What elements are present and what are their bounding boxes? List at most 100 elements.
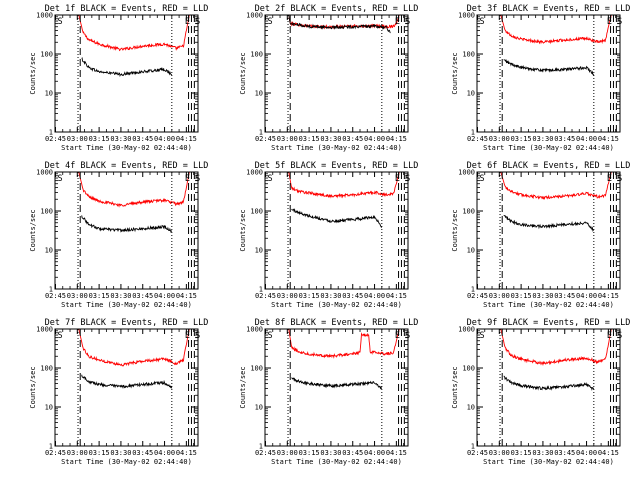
x-tick-label: 04:00 <box>364 135 385 143</box>
panel-title: Det 1f BLACK = Events, RED = LLD <box>45 4 209 14</box>
y-tick-label: 1 <box>259 129 263 137</box>
events-series-line <box>81 215 173 234</box>
plot-frame <box>264 171 409 290</box>
x-tick-label: 03:15 <box>89 135 110 143</box>
lld-series-line <box>78 171 190 208</box>
events-series-line <box>291 208 383 229</box>
events-series-line <box>291 377 382 390</box>
x-tick-label: 03:45 <box>132 135 153 143</box>
x-axis-label: Start Time (30-May-02 02:44:40) <box>61 458 192 466</box>
y-tick-label: 10 <box>255 247 263 255</box>
plot-frame <box>476 328 621 447</box>
interval-marker-label: S <box>479 17 484 27</box>
x-axis-label: Start Time (30-May-02 02:44:40) <box>271 144 402 152</box>
x-tick-label: 03:00 <box>67 135 88 143</box>
x-tick-label: 03:30 <box>532 292 553 300</box>
x-tick-label: 04:15 <box>176 135 197 143</box>
x-tick-label: 03:30 <box>110 292 131 300</box>
x-tick-label: 03:00 <box>67 292 88 300</box>
x-axis-label: Start Time (30-May-02 02:44:40) <box>61 144 192 152</box>
y-tick-label: 1 <box>471 286 475 294</box>
x-tick-label: 04:00 <box>154 449 175 457</box>
interval-marker-label: E <box>185 174 190 184</box>
x-axis-label: Start Time (30-May-02 02:44:40) <box>271 458 402 466</box>
x-tick-label: 03:15 <box>511 135 532 143</box>
x-tick-label: 03:00 <box>67 449 88 457</box>
x-tick-label: 04:15 <box>598 449 619 457</box>
events-series-line <box>288 14 391 34</box>
interval-marker-label: E <box>607 17 612 27</box>
x-tick-label: 02:45 <box>467 135 488 143</box>
y-tick-label: 100 <box>40 51 53 59</box>
interval-marker-label: S <box>267 17 272 27</box>
y-tick-label: 10 <box>467 404 475 412</box>
x-tick-label: 03:00 <box>277 135 298 143</box>
x-tick-label: 04:15 <box>598 292 619 300</box>
y-tick-label: 1000 <box>246 326 263 334</box>
x-tick-label: 03:45 <box>132 449 153 457</box>
y-tick-label: 1 <box>259 286 263 294</box>
plot-frame <box>264 328 409 447</box>
x-tick-label: 04:00 <box>154 135 175 143</box>
x-tick-label: 03:00 <box>277 449 298 457</box>
x-tick-label: 03:45 <box>342 449 363 457</box>
panel-title: Det 2f BLACK = Events, RED = LLD <box>255 4 419 14</box>
x-tick-label: 03:45 <box>554 449 575 457</box>
y-tick-label: 10 <box>45 90 53 98</box>
y-tick-label: 10 <box>45 404 53 412</box>
interval-marker-label: S <box>479 331 484 341</box>
x-tick-label: 03:15 <box>89 449 110 457</box>
x-tick-label: 02:45 <box>45 449 66 457</box>
y-tick-label: 1 <box>49 443 53 451</box>
events-series-line <box>81 57 173 77</box>
panel-title: Det 5f BLACK = Events, RED = LLD <box>255 161 419 171</box>
lld-series-line <box>500 171 612 201</box>
x-tick-label: 02:45 <box>45 135 66 143</box>
y-tick-label: 1000 <box>458 326 475 334</box>
interval-marker-label: E <box>395 17 400 27</box>
y-tick-label: 100 <box>250 51 263 59</box>
y-tick-label: 1000 <box>36 12 53 20</box>
interval-marker-label: S <box>57 17 62 27</box>
y-tick-label: 1 <box>49 286 53 294</box>
panel-title: Det 3f BLACK = Events, RED = LLD <box>467 4 631 14</box>
y-tick-label: 1000 <box>458 169 475 177</box>
y-tick-label: 100 <box>40 208 53 216</box>
lld-series-line <box>288 171 400 199</box>
x-tick-label: 03:30 <box>110 449 131 457</box>
x-tick-label: 03:30 <box>320 292 341 300</box>
x-tick-label: 02:45 <box>255 449 276 457</box>
x-tick-label: 03:30 <box>110 135 131 143</box>
x-tick-label: 03:30 <box>320 135 341 143</box>
y-tick-label: 1000 <box>246 12 263 20</box>
y-tick-label: 1 <box>259 443 263 451</box>
interval-marker-label: E <box>395 174 400 184</box>
interval-marker-label: E <box>607 331 612 341</box>
lld-series-line <box>500 328 612 366</box>
y-tick-label: 100 <box>462 51 475 59</box>
x-tick-label: 02:45 <box>467 449 488 457</box>
x-tick-label: 03:30 <box>532 135 553 143</box>
plot-frame <box>54 171 199 290</box>
events-series-line <box>81 374 173 390</box>
x-tick-label: 03:45 <box>554 135 575 143</box>
x-tick-label: 03:15 <box>299 292 320 300</box>
x-tick-label: 03:45 <box>554 292 575 300</box>
events-series-line <box>503 214 595 232</box>
x-axis-label: Start Time (30-May-02 02:44:40) <box>483 301 614 309</box>
x-tick-label: 03:15 <box>511 449 532 457</box>
interval-marker-label: E <box>185 331 190 341</box>
x-tick-label: 04:15 <box>176 292 197 300</box>
y-tick-label: 100 <box>250 208 263 216</box>
x-tick-label: 03:00 <box>489 135 510 143</box>
x-tick-label: 02:45 <box>45 292 66 300</box>
x-tick-label: 03:00 <box>277 292 298 300</box>
y-axis-label: Counts/sec <box>451 52 459 94</box>
x-tick-label: 03:30 <box>320 449 341 457</box>
x-tick-label: 04:00 <box>364 449 385 457</box>
